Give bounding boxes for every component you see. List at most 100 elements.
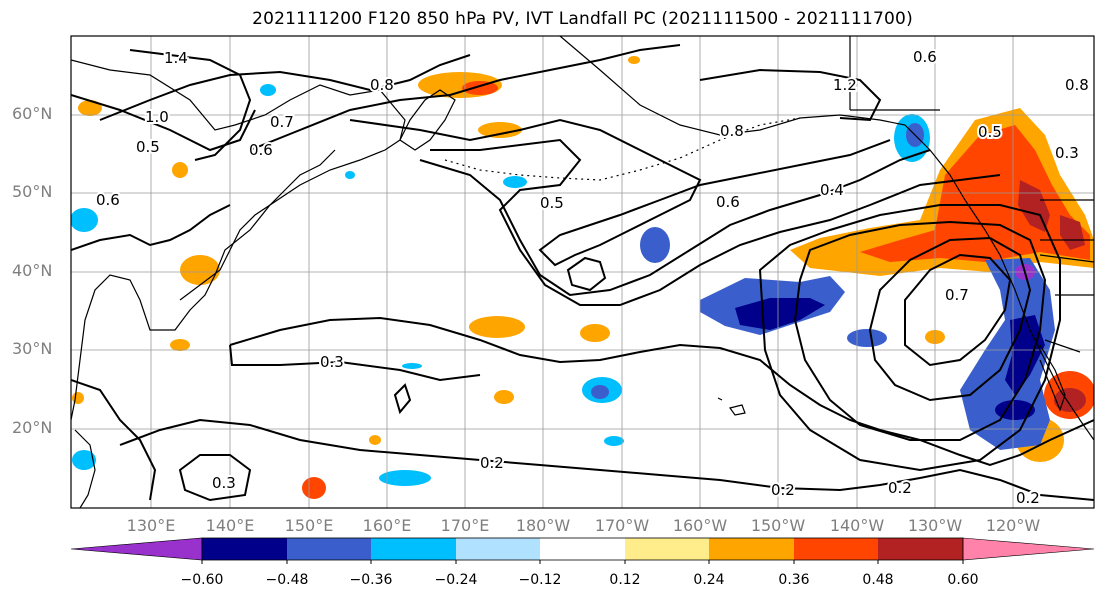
contour-label: 1.2 xyxy=(833,76,857,94)
philippines-coastline xyxy=(74,429,96,508)
asia-coastline xyxy=(71,59,406,421)
contour-small-circle xyxy=(393,383,412,415)
ne-pacific-max-positive-region-2 xyxy=(1060,215,1085,250)
contour-japan xyxy=(71,204,231,251)
kamchatka-coastline xyxy=(399,89,456,151)
us-state-lines xyxy=(849,36,1094,353)
contour-west-coast-0.7 xyxy=(904,253,1012,367)
lat-label: 20°N xyxy=(12,418,53,437)
japan-positive-region xyxy=(180,255,220,285)
contour-0.5 xyxy=(430,138,1001,306)
contour-1.4 xyxy=(129,49,252,161)
yellow-positive-region-6 xyxy=(369,435,381,445)
japan-coastline xyxy=(179,149,336,301)
contour-label: 1.0 xyxy=(145,108,169,126)
yellow-positive-region-2 xyxy=(170,339,190,351)
graticule xyxy=(71,36,1094,508)
colorbar-swatch-5 xyxy=(540,538,625,560)
west-coast-strong-negative-region xyxy=(1005,315,1045,395)
colorbar-tick-label: −0.12 xyxy=(518,572,562,588)
contour-0.2-south xyxy=(119,418,1094,501)
subtropical-negative-region-2 xyxy=(591,385,609,399)
lon-label: 130°E xyxy=(126,516,176,535)
contour-label: 0.8 xyxy=(720,122,744,140)
west-pac-negative-region xyxy=(71,208,98,232)
contour-0.3-circle xyxy=(178,454,252,502)
contour-label: 0.2 xyxy=(480,454,504,472)
colorbar xyxy=(70,537,1095,564)
contour-label: 0.6 xyxy=(96,191,120,209)
lat-label: 60°N xyxy=(12,104,53,123)
colorbar-tick-label: −0.24 xyxy=(434,572,478,588)
contour-0.3-ring xyxy=(229,316,1094,467)
lon-label: 140°E xyxy=(205,516,255,535)
ne-pacific-strong-negative-region xyxy=(735,298,825,330)
negative-anomaly-shading xyxy=(71,84,1055,486)
west-coast-strong-negative-region-2 xyxy=(995,400,1035,420)
contour-0.4 xyxy=(419,149,931,297)
lon-label: 160°W xyxy=(672,516,728,535)
positive-anomaly-shading xyxy=(72,56,1094,499)
contour-label: 0.3 xyxy=(1055,144,1079,162)
baja-coastline xyxy=(1039,344,1066,412)
hawaii-negative-region xyxy=(847,329,887,347)
colorbar-tick-label: 0.60 xyxy=(947,572,979,588)
contour-label: 0.5 xyxy=(136,138,160,156)
contour-1.0 xyxy=(71,94,256,152)
colorbar-tick-label: 0.12 xyxy=(609,572,641,588)
contour-label: 0.3 xyxy=(320,353,344,371)
lon-label: 140°W xyxy=(829,516,885,535)
contour-label: 0.2 xyxy=(771,481,795,499)
colorbar-tick-label: −0.48 xyxy=(265,572,309,588)
lon-label: 130°W xyxy=(907,516,963,535)
colorbar-swatch-8 xyxy=(794,538,878,560)
colorbar-frame xyxy=(201,537,964,561)
tropical-positive-region xyxy=(302,477,326,499)
lat-label: 30°N xyxy=(12,339,53,358)
midpac-negative-region xyxy=(640,227,670,263)
contour-west-coast-0.4 xyxy=(758,204,1061,472)
contour-label: 0.3 xyxy=(212,474,236,492)
yellow-positive-region-4 xyxy=(172,162,188,178)
contour-west-coast-0.6 xyxy=(868,236,1032,402)
contour-label: 0.6 xyxy=(913,48,937,66)
colorbar-swatch-0 xyxy=(70,537,203,561)
colorbar-tick-label: −0.36 xyxy=(349,572,393,588)
tropical-negative-region xyxy=(379,470,431,486)
colorbar-swatch-9 xyxy=(878,538,963,560)
contour-west-tropics xyxy=(71,379,157,501)
lon-label: 180°W xyxy=(515,516,571,535)
lon-label: 150°W xyxy=(750,516,806,535)
midpac-positive-region-2 xyxy=(580,324,610,342)
colorbar-swatch-6 xyxy=(625,538,709,560)
colorbar-swatch-7 xyxy=(709,538,794,560)
plot-title: 2021111200 F120 850 hPa PV, IVT Landfall… xyxy=(252,9,913,29)
contour-0.8 xyxy=(99,54,471,121)
contour-0.6 xyxy=(349,118,891,267)
okhotsk-strong-positive-region xyxy=(462,81,498,95)
contour-label: 0.7 xyxy=(270,113,294,131)
contour-0.7-circle xyxy=(566,256,607,292)
pv-contours xyxy=(71,44,1094,502)
contour-label: 0.4 xyxy=(820,181,844,199)
tropical-negative-region-2 xyxy=(604,436,624,446)
contour-label: 0.2 xyxy=(888,479,912,497)
contour-label: 0.5 xyxy=(978,123,1002,141)
yellow-positive-region-5 xyxy=(628,56,640,64)
contour-label: 0.6 xyxy=(716,193,740,211)
small-negative-region xyxy=(402,363,422,369)
west-pac-negative-region-2 xyxy=(72,450,96,470)
contour-label: 0.7 xyxy=(945,286,969,304)
contour-0.3-inner xyxy=(229,344,481,382)
yellow-positive-region-7 xyxy=(72,392,84,404)
contour-0.7 xyxy=(249,44,681,151)
dateline-positive-region xyxy=(494,390,514,404)
lat-label: 50°N xyxy=(12,182,53,201)
plot-frame xyxy=(70,35,1095,509)
colorbar-swatch-2 xyxy=(287,538,371,560)
hawaii-islands xyxy=(717,397,746,416)
midpac-positive-region xyxy=(469,316,525,338)
lon-label: 150°E xyxy=(284,516,334,535)
contour-label: 0.5 xyxy=(540,194,564,212)
